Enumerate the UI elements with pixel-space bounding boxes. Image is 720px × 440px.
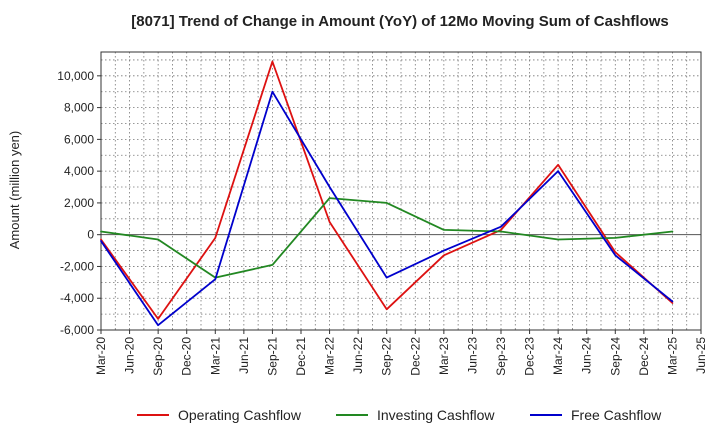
y-tick-label: -6,000 [60,323,94,337]
x-tick-label: Mar-23 [437,337,451,375]
x-tick-label: Sep-21 [265,337,279,376]
x-tick-label: Jun-22 [351,337,365,374]
x-tick-label: Jun-20 [123,337,137,374]
series-line-2 [100,197,674,279]
x-tick-label: Sep-22 [380,337,394,376]
chart-title: [8071] Trend of Change in Amount (YoY) o… [131,13,669,30]
y-tick-label: 0 [87,228,94,242]
x-tick-label: Jun-23 [465,337,479,374]
x-tick-label: Dec-20 [180,337,194,376]
y-tick-label: -2,000 [60,259,94,273]
y-tick-label: 2,000 [64,196,94,210]
x-tick-label: Jun-21 [237,337,251,374]
y-tick-label: 10,000 [57,69,94,83]
y-tick-label: 4,000 [64,164,94,178]
x-tick-label: Mar-22 [323,337,337,375]
x-tick-label: Jun-25 [694,337,708,374]
x-tick-label: Mar-24 [551,337,565,375]
series-line-3 [100,90,674,327]
plot-area [101,52,701,330]
x-tick-label: Dec-21 [294,337,308,376]
x-tick-label: Dec-22 [408,337,422,376]
y-tick-label: -4,000 [60,291,94,305]
y-tick-label: 8,000 [64,101,94,115]
x-tick-label: Jun-24 [580,337,594,374]
y-axis-title: Amount (million yen) [7,131,22,250]
plot-frame [100,51,702,331]
legend: Operating Cashflow Investing Cashflow Free… [137,407,662,423]
x-tick-label: Sep-23 [494,337,508,376]
x-tick-label: Dec-24 [637,337,651,376]
y-tick-label: 6,000 [64,132,94,146]
legend-label-2: Investing Cashflow [377,407,495,423]
legend-label-3: Free Cashflow [571,407,662,423]
legend-label-1: Operating Cashflow [178,407,302,423]
axes: -6,000 -4,000 -2,000 0 2,000 4,000 6,000 8,000 1… [57,51,708,376]
grid [100,52,702,331]
x-tick-label: Sep-20 [151,337,165,376]
x-tick-label: Mar-21 [208,337,222,375]
x-tick-label: Dec-23 [523,337,537,376]
x-tick-label: Mar-20 [94,337,108,375]
x-tick-label: Mar-25 [665,337,679,375]
series-lines [100,60,674,327]
x-tick-label: Sep-24 [608,337,622,376]
